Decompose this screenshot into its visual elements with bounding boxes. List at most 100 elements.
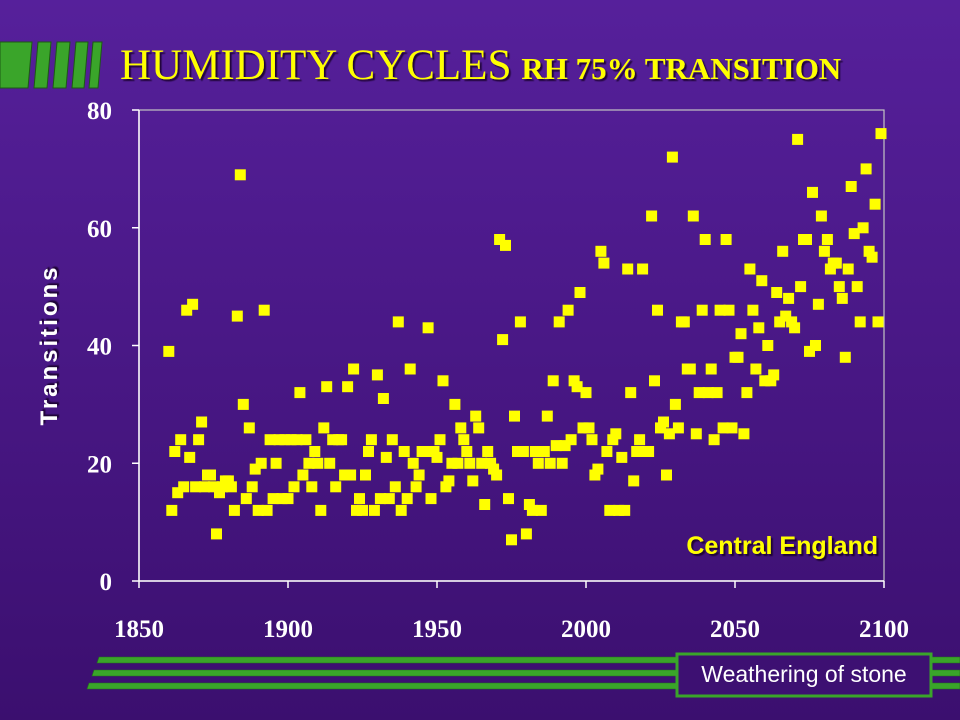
data-point (351, 504, 362, 516)
data-point (500, 239, 511, 251)
title-decor-bars (0, 41, 103, 89)
x-tick-label: 2050 (710, 616, 760, 643)
data-point (482, 446, 494, 457)
data-point (228, 504, 240, 516)
data-point (425, 493, 437, 505)
y-tick-label: 80 (87, 98, 112, 125)
data-point (684, 363, 696, 375)
data-point (199, 481, 211, 493)
data-point (446, 457, 458, 469)
data-point (672, 422, 684, 434)
decor-bar (52, 41, 71, 89)
data-point (440, 481, 452, 493)
y-tick-label: 60 (87, 216, 112, 243)
data-point (634, 434, 646, 446)
data-point (458, 434, 470, 446)
data-point (854, 316, 866, 328)
y-tick-label: 40 (87, 334, 112, 361)
data-point (663, 428, 675, 440)
data-point (434, 434, 446, 446)
data-point (655, 422, 666, 434)
data-point (273, 434, 285, 446)
data-point (777, 245, 789, 257)
data-point (517, 446, 529, 457)
data-point (845, 181, 857, 192)
data-point (610, 428, 622, 440)
decor-bar (71, 41, 89, 89)
data-point (532, 457, 544, 469)
data-point (815, 210, 827, 222)
data-point (616, 451, 628, 463)
data-point (461, 446, 473, 457)
data-point (771, 287, 783, 298)
data-point (687, 210, 699, 222)
y-axis-ticks: 0 20 40 60 80 (87, 98, 139, 596)
data-point (759, 375, 771, 387)
data-point (374, 493, 386, 505)
data-point (824, 263, 836, 275)
data-point (431, 451, 443, 463)
data-point (607, 434, 619, 446)
data-point (243, 422, 255, 434)
data-point (765, 375, 777, 387)
data-point (208, 481, 219, 493)
data-point (300, 434, 312, 446)
data-point (491, 469, 503, 481)
data-point (622, 263, 634, 275)
data-point (470, 410, 482, 422)
data-point (720, 234, 732, 245)
data-point (789, 322, 801, 334)
data-point (562, 304, 574, 316)
data-point (392, 316, 404, 328)
data-point (178, 481, 190, 493)
data-point (261, 504, 273, 516)
data-point (678, 316, 690, 328)
data-point (625, 387, 637, 399)
data-point (717, 422, 729, 434)
data-point (488, 463, 500, 475)
data-point (294, 387, 306, 399)
data-point (628, 475, 640, 487)
data-point (360, 469, 371, 481)
data-point (646, 210, 658, 222)
data-point (410, 481, 422, 493)
data-point (452, 457, 464, 469)
data-point (842, 263, 854, 275)
data-point (282, 493, 294, 505)
data-point (324, 457, 336, 469)
data-point (786, 316, 798, 328)
data-point (357, 504, 368, 516)
data-point (464, 457, 476, 469)
data-point (768, 369, 780, 381)
data-point (270, 457, 282, 469)
data-point (693, 387, 705, 399)
data-point (196, 416, 208, 428)
data-point (506, 534, 517, 546)
data-point (190, 481, 202, 493)
data-point (556, 457, 568, 469)
data-point (690, 428, 702, 440)
data-point (419, 446, 431, 457)
data-point (592, 463, 604, 475)
data-point (267, 493, 279, 505)
plot-area: 1850 1900 1950 2000 2050 2100 0 20 40 60 80 Centr… (87, 98, 909, 643)
data-point (485, 457, 497, 469)
data-point (541, 410, 553, 422)
data-point (327, 434, 339, 446)
data-point (559, 440, 571, 452)
data-point (750, 363, 762, 375)
data-point (669, 398, 681, 410)
data-point (407, 457, 419, 469)
data-point (637, 263, 649, 275)
data-point (821, 234, 833, 245)
data-point (368, 504, 380, 516)
data-point (422, 322, 434, 334)
data-point (550, 440, 562, 452)
data-point (643, 446, 655, 457)
data-point (652, 304, 663, 316)
data-point (869, 198, 881, 210)
data-point (365, 434, 377, 446)
data-point (801, 234, 812, 245)
data-point (389, 481, 401, 493)
